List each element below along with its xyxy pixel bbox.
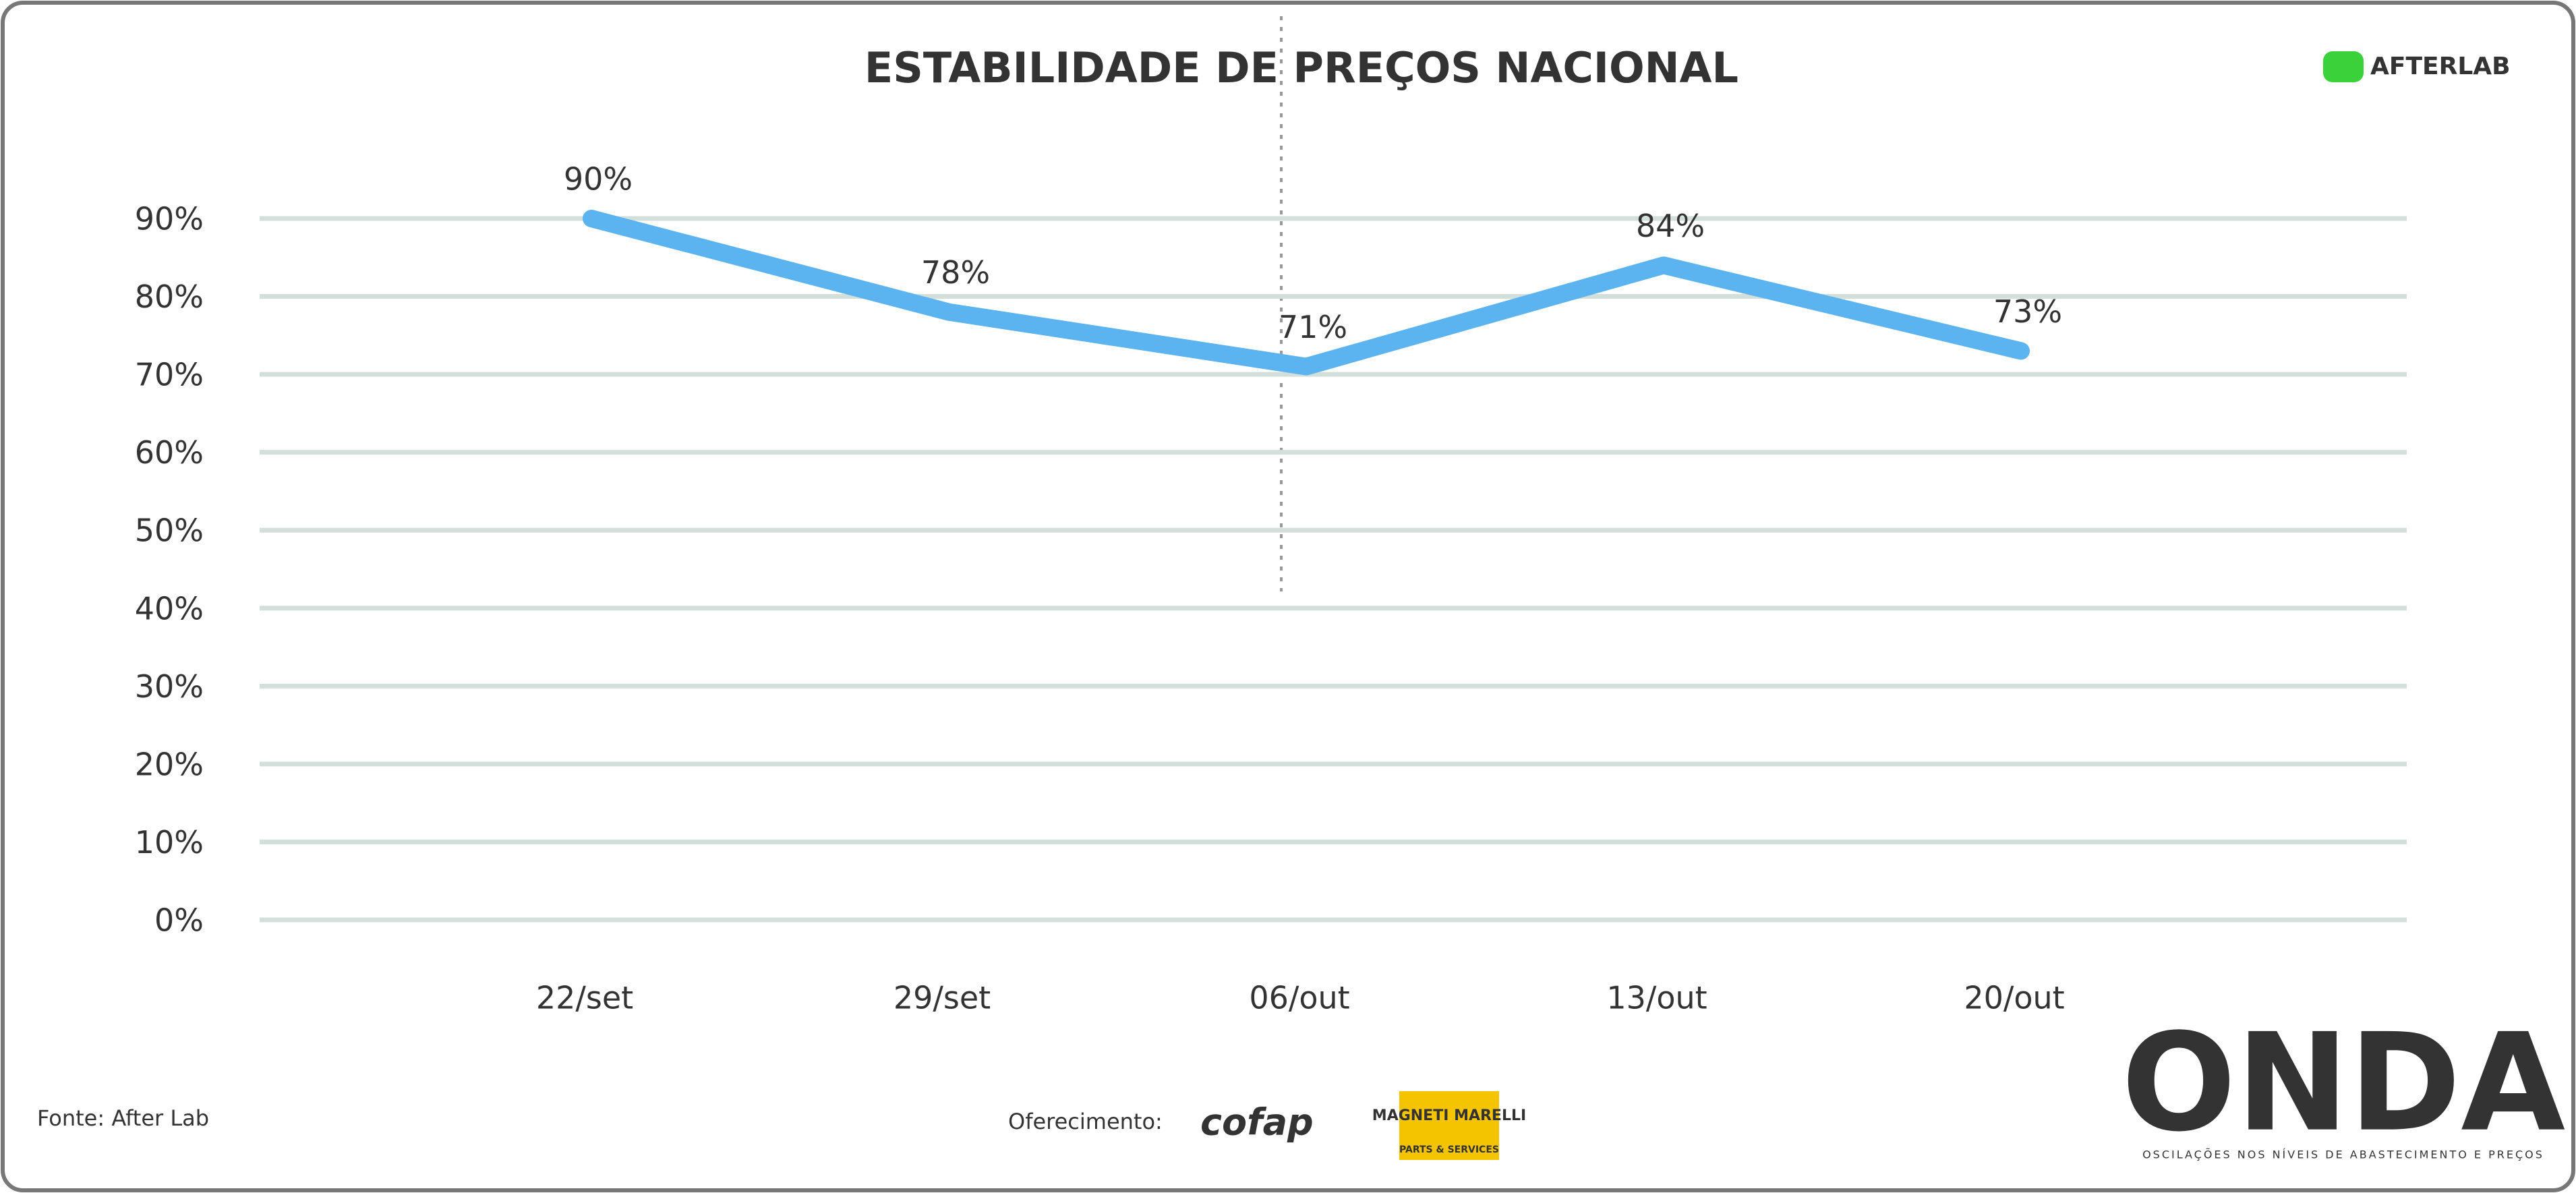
y-tick-label: 40% bbox=[135, 590, 204, 627]
data-label: 78% bbox=[921, 254, 990, 291]
x-tick-label: 22/set bbox=[536, 980, 633, 1016]
y-tick-label: 30% bbox=[135, 668, 204, 705]
y-tick-label: 70% bbox=[135, 357, 204, 393]
chart-title: ESTABILIDADE DE PREÇOS NACIONAL bbox=[865, 43, 1738, 92]
logo-icon bbox=[2323, 51, 2364, 82]
x-tick-label: 20/out bbox=[1964, 980, 2064, 1016]
logo-text: AFTERLAB bbox=[2370, 53, 2511, 80]
y-tick-label: 0% bbox=[154, 902, 204, 939]
y-tick-label: 90% bbox=[135, 201, 204, 237]
y-tick-label: 10% bbox=[135, 824, 204, 861]
cofap-logo: cofap bbox=[1200, 1101, 1314, 1144]
y-tick-label: 20% bbox=[135, 746, 204, 782]
source: Fonte: After Lab bbox=[37, 1105, 209, 1131]
y-tick-label: 50% bbox=[135, 513, 204, 549]
x-tick-label: 29/set bbox=[894, 980, 991, 1016]
marelli-box bbox=[1399, 1091, 1499, 1160]
afterlab-logo: AFTERLAB bbox=[2323, 51, 2511, 82]
data-label: 71% bbox=[1279, 309, 1347, 345]
x-tick-label: 13/out bbox=[1606, 980, 1707, 1016]
onda-sub: OSCILAÇÕES NOS NÍVEIS DE ABASTECIMENTO E… bbox=[2142, 1148, 2544, 1161]
y-tick-label: 80% bbox=[135, 279, 204, 315]
y-tick-label: 60% bbox=[135, 434, 204, 471]
data-label: 84% bbox=[1636, 208, 1705, 244]
marelli-logo: MAGNETI MARELLI bbox=[1372, 1107, 1526, 1124]
onda-logo: ONDA bbox=[2121, 1005, 2565, 1162]
series-line bbox=[583, 210, 2030, 376]
x-tick-label: 06/out bbox=[1249, 980, 1349, 1016]
marelli-sub: PARTS & SERVICES bbox=[1399, 1144, 1499, 1155]
data-label: 90% bbox=[564, 161, 633, 198]
sponsor-label: Oferecimento: bbox=[1008, 1109, 1163, 1134]
data-label: 73% bbox=[1993, 293, 2062, 330]
